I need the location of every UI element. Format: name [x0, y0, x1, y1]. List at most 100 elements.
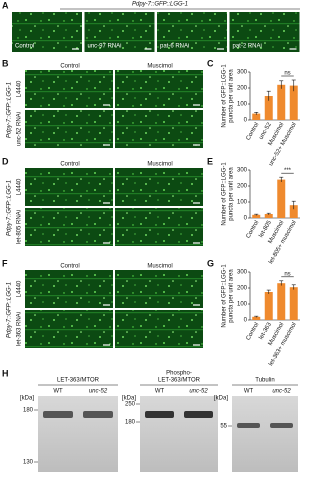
blot-band: [184, 411, 213, 418]
panel-letter: A: [2, 0, 9, 10]
row-label: unc-52 RNAi: [17, 112, 23, 146]
blot-title: Phospho-: [166, 371, 192, 377]
blot-band: [145, 411, 174, 418]
y-axis-label: Number of GFP::LGG-1: [222, 162, 228, 226]
row-label: let-363 RNAi: [17, 312, 23, 346]
bar: [289, 85, 298, 120]
blot-band: [43, 411, 73, 418]
micrograph: [84, 12, 155, 52]
panel-letter: E: [207, 156, 213, 166]
unit-label: [kDa]: [20, 396, 34, 402]
y-tick-label: 0: [244, 118, 248, 124]
column-header: Muscimol: [147, 264, 172, 270]
y-tick-label: 300: [237, 168, 248, 174]
y-tick-label: 200: [237, 184, 248, 190]
bar: [277, 283, 286, 320]
panel-letter: B: [2, 58, 9, 68]
blot-band: [83, 411, 113, 418]
significance-label: ns: [284, 71, 290, 77]
y-tick-label: 0: [244, 216, 248, 222]
row-label: L4440: [17, 280, 23, 297]
micrograph: [25, 110, 113, 148]
bar: [264, 214, 273, 218]
column-header: Muscimol: [147, 64, 172, 70]
blot: [38, 396, 118, 472]
bar: [289, 205, 298, 218]
bar: [289, 287, 298, 320]
y-axis-label: puncta per unit area: [229, 167, 235, 221]
y-axis-label: Number of GFP::LGG-1: [222, 264, 228, 328]
marker-label: 250: [125, 402, 136, 408]
y-tick-label: 300: [237, 70, 248, 76]
row-label: L4440: [17, 178, 23, 195]
blot-title: LET-363/MTOR: [158, 378, 201, 384]
column-header: Control: [60, 64, 79, 70]
panel-title: Pdpy-7::GFP::LGG-1: [132, 2, 188, 8]
micrograph: [25, 270, 113, 308]
panel-letter: H: [2, 368, 9, 378]
y-axis-label: puncta per unit area: [229, 69, 235, 123]
micrograph: [25, 208, 113, 246]
micrograph: [115, 270, 203, 308]
column-header: Control: [60, 162, 79, 168]
lane-label: unc-52: [272, 389, 291, 395]
bar: [277, 179, 286, 218]
unit-label: [kDa]: [122, 396, 136, 402]
lane-label: unc-52: [189, 389, 208, 395]
blot-band: [237, 423, 260, 428]
micrograph: [25, 70, 113, 108]
marker-label: 180: [125, 420, 136, 426]
panel-letter: F: [2, 258, 8, 268]
construct-label: Pdpy-7::GFP::LGG-1: [7, 180, 13, 236]
micrograph: [229, 12, 300, 52]
y-tick-label: 100: [237, 102, 248, 108]
blot: [140, 396, 218, 472]
panel-letter: G: [207, 258, 214, 268]
significance-label: ***: [284, 168, 292, 174]
image-label: Control: [15, 44, 34, 50]
lane-label: unc-52: [89, 389, 108, 395]
micrograph: [12, 12, 82, 52]
bar: [252, 316, 261, 320]
construct-label: Pdpy-7::GFP::LGG-1: [7, 82, 13, 138]
panel-letter: D: [2, 156, 9, 166]
micrograph: [115, 310, 203, 348]
y-axis-label: Number of GFP::LGG-1: [222, 64, 228, 128]
image-label: unc-97 RNAi: [88, 44, 122, 50]
marker-label: 130: [23, 460, 34, 466]
significance-label: ns: [284, 271, 290, 277]
y-tick-label: 100: [237, 200, 248, 206]
micrograph: [115, 110, 203, 148]
row-label: let-805 RNAi: [17, 210, 23, 244]
lane-label: WT: [244, 389, 254, 395]
blot-title: LET-363/MTOR: [57, 378, 100, 384]
blot: [232, 396, 298, 472]
blot-title: Tubulin: [255, 378, 274, 384]
micrograph: [115, 168, 203, 206]
bar: [264, 96, 273, 120]
unit-label: [kDa]: [214, 396, 228, 402]
y-tick-label: 300: [237, 270, 248, 276]
bar: [277, 84, 286, 120]
construct-label: Pdpy-7::GFP::LGG-1: [7, 282, 13, 338]
micrograph: [115, 208, 203, 246]
image-label: pat-2 RNAi: [233, 44, 262, 50]
micrograph: [25, 168, 113, 206]
bar: [252, 113, 261, 120]
marker-label: 55: [220, 424, 227, 430]
micrograph: [157, 12, 227, 52]
column-header: Control: [60, 264, 79, 270]
y-tick-label: 100: [237, 302, 248, 308]
bar: [252, 214, 261, 218]
blot-band: [270, 423, 293, 428]
column-header: Muscimol: [147, 162, 172, 168]
row-label: L4440: [17, 80, 23, 97]
y-tick-label: 0: [244, 318, 248, 324]
y-tick-label: 200: [237, 86, 248, 92]
y-axis-label: puncta per unit area: [229, 269, 235, 323]
marker-label: 180: [23, 408, 34, 414]
panel-letter: C: [207, 58, 214, 68]
micrograph: [115, 70, 203, 108]
lane-label: WT: [155, 389, 165, 395]
